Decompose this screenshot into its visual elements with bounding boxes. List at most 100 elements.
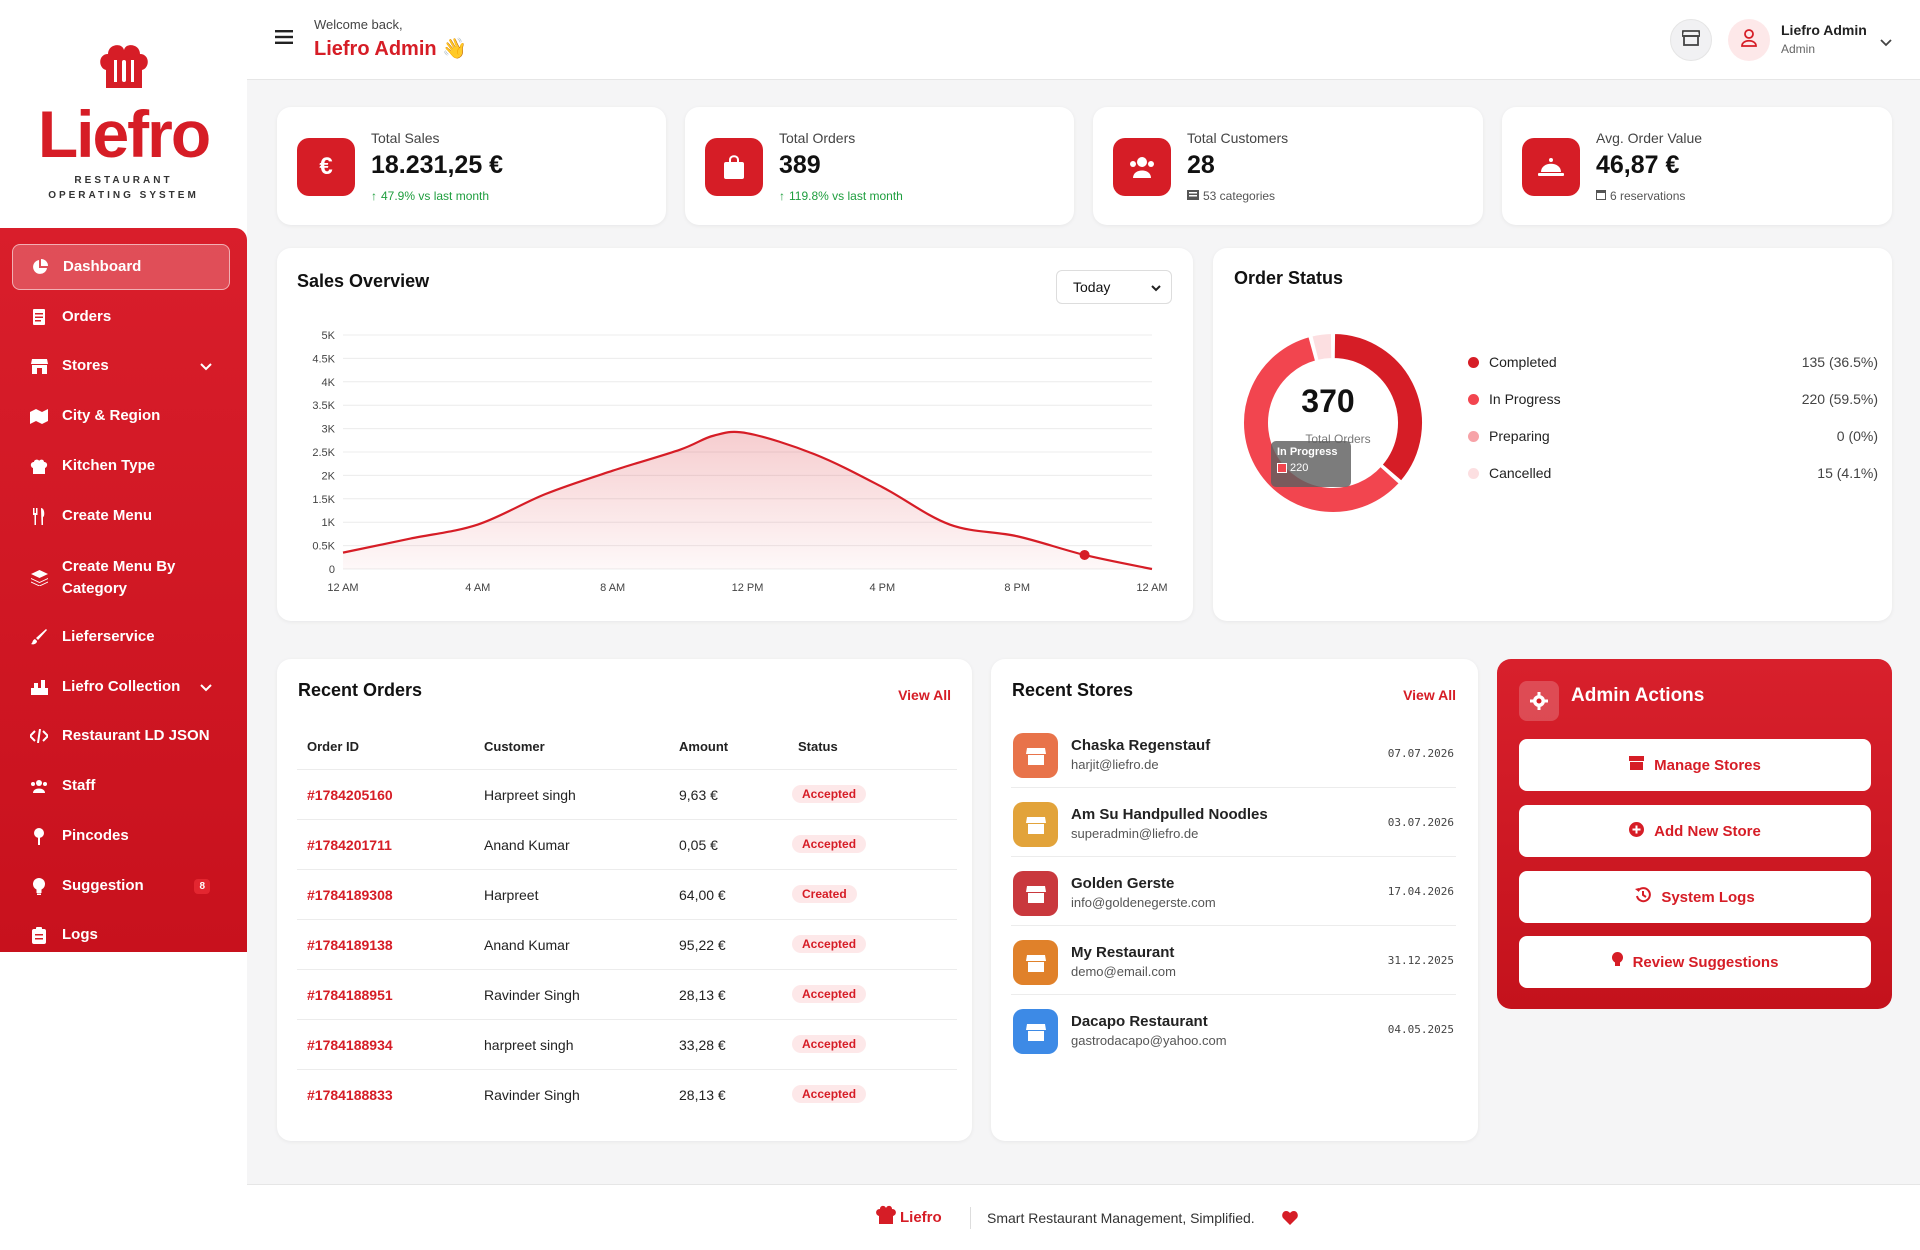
status-badge: Accepted xyxy=(792,835,867,853)
store-icon xyxy=(1013,1009,1058,1054)
code-icon xyxy=(28,729,50,743)
stat-title: Avg. Order Value xyxy=(1596,130,1703,146)
sales-overview-title: Sales Overview xyxy=(297,271,430,291)
legend-label: Cancelled xyxy=(1489,465,1552,481)
stat-value: 18.231,25 € xyxy=(371,151,504,179)
amount-cell: 64,00 € xyxy=(679,887,726,903)
bulb-icon xyxy=(1611,952,1623,972)
order-id-link[interactable]: #1784205160 xyxy=(307,787,393,803)
sidebar-item-lieferservice[interactable]: Lieferservice xyxy=(12,614,230,660)
sales-overview-card: Sales Overview Today 0 0.5K 1K 1.5K 2K 2.5K 3K… xyxy=(277,248,1193,621)
chevron-down-icon[interactable] xyxy=(200,679,212,696)
list-item[interactable]: My Restaurant demo@email.com 31.12.2025 xyxy=(1011,926,1456,995)
x-tick-label: 12 AM xyxy=(327,582,358,594)
welcome-text: Welcome back, xyxy=(314,17,403,32)
status-badge: Accepted xyxy=(792,985,867,1003)
users-icon xyxy=(1113,138,1171,196)
sidebar-item-restaurant-ld-json[interactable]: Restaurant LD JSON xyxy=(12,713,230,759)
store-email: harjit@liefro.de xyxy=(1071,757,1159,772)
list-item[interactable]: Golden Gerste info@goldenegerste.com 17.… xyxy=(1011,857,1456,926)
list-item[interactable]: Chaska Regenstauf harjit@liefro.de 07.07… xyxy=(1011,719,1456,788)
list-item[interactable]: Am Su Handpulled Noodles superadmin@lief… xyxy=(1011,788,1456,857)
y-tick-label: 0.5K xyxy=(312,541,335,553)
sidebar-item-label: Kitchen Type xyxy=(62,457,156,474)
table-row[interactable]: #1784188934 harpreet singh 33,28 € Accepted xyxy=(297,1019,957,1069)
table-row[interactable]: #1784188951 Ravinder Singh 28,13 € Accepted xyxy=(297,969,957,1019)
sidebar: Liefro RESTAURANT OPERATING SYSTEM Dashb… xyxy=(0,0,247,1250)
user-name[interactable]: Liefro Admin xyxy=(1781,22,1867,38)
order-id-link[interactable]: #1784189138 xyxy=(307,937,393,953)
brand-name: Liefro xyxy=(37,97,211,171)
stat-card-total-sales: € Total Sales 18.231,25 € ↑ 47.9% vs last… xyxy=(277,107,666,225)
brand-logo[interactable]: Liefro RESTAURANT OPERATING SYSTEM xyxy=(0,0,247,228)
arrow-up-icon: ↑ xyxy=(779,189,785,203)
clipboard-icon xyxy=(28,926,50,944)
sidebar-item-stores[interactable]: Stores xyxy=(12,343,230,389)
order-id-link[interactable]: #1784201711 xyxy=(307,837,392,853)
column-header: Status xyxy=(798,739,838,754)
bag-icon xyxy=(705,138,763,196)
sidebar-item-city-region[interactable]: City & Region xyxy=(12,393,230,439)
donut-total: 370 xyxy=(1301,383,1355,419)
donut-slice[interactable] xyxy=(1310,331,1334,363)
chevron-down-icon[interactable] xyxy=(1880,34,1892,51)
legend-value: 0 (0%) xyxy=(1836,428,1878,444)
sidebar-item-kitchen-type[interactable]: Kitchen Type xyxy=(12,443,230,489)
y-tick-label: 0 xyxy=(329,564,335,576)
status-badge: Accepted xyxy=(792,1035,867,1053)
add-new-store-button[interactable]: Add New Store xyxy=(1519,805,1871,857)
table-row[interactable]: #1784201711 Anand Kumar 0,05 € Accepted xyxy=(297,819,957,869)
recent-stores-title: Recent Stores xyxy=(1012,680,1134,700)
avatar[interactable] xyxy=(1728,19,1770,61)
sidebar-item-dashboard[interactable]: Dashboard xyxy=(12,244,230,290)
order-id-link[interactable]: #1784188833 xyxy=(307,1087,393,1103)
menu-toggle-icon[interactable] xyxy=(275,30,293,48)
chevron-down-icon[interactable] xyxy=(200,358,212,375)
view-all-orders-link[interactable]: View All xyxy=(898,687,951,703)
recent-orders-title: Recent Orders xyxy=(298,680,423,700)
order-id-link[interactable]: #1784188934 xyxy=(307,1037,393,1053)
y-tick-label: 4K xyxy=(322,377,336,389)
map-icon xyxy=(28,408,50,424)
pin-icon xyxy=(28,827,50,845)
legend-value: 135 (36.5%) xyxy=(1801,354,1878,370)
table-row[interactable]: #1784205160 Harpreet singh 9,63 € Accepted xyxy=(297,769,957,819)
sidebar-item-label: Create Menu xyxy=(62,507,153,524)
user-role: Admin xyxy=(1781,42,1816,56)
view-all-stores-link[interactable]: View All xyxy=(1403,687,1456,703)
store-date: 07.07.2026 xyxy=(1387,747,1454,760)
sidebar-item-logs[interactable]: Logs xyxy=(12,912,230,952)
table-row[interactable]: #1784189308 Harpreet 64,00 € Created xyxy=(297,869,957,919)
sidebar-item-pincodes[interactable]: Pincodes xyxy=(12,813,230,859)
store-date: 04.05.2025 xyxy=(1387,1023,1454,1036)
sidebar-item-suggestion[interactable]: Suggestion 8 xyxy=(12,863,230,909)
store-email: info@goldenegerste.com xyxy=(1071,895,1216,910)
manage-stores-button[interactable]: Manage Stores xyxy=(1519,739,1871,791)
amount-cell: 28,13 € xyxy=(679,987,726,1003)
sidebar-item-create-menu[interactable]: Create Menu xyxy=(12,493,230,539)
store-switch-button[interactable] xyxy=(1670,19,1712,61)
sidebar-item-liefro-collection[interactable]: Liefro Collection xyxy=(12,664,230,710)
table-row[interactable]: #1784188833 Ravinder Singh 28,13 € Accepted xyxy=(297,1069,957,1119)
sidebar-item-staff[interactable]: Staff xyxy=(12,763,230,809)
list-item[interactable]: Dacapo Restaurant gastrodacapo@yahoo.com… xyxy=(1011,995,1456,1064)
table-row[interactable]: #1784189138 Anand Kumar 95,22 € Accepted xyxy=(297,919,957,969)
store-email: demo@email.com xyxy=(1071,964,1176,979)
stat-value: 389 xyxy=(779,151,821,179)
order-status-title: Order Status xyxy=(1234,268,1344,288)
amount-cell: 0,05 € xyxy=(679,837,718,853)
x-tick-label: 12 AM xyxy=(1136,582,1167,594)
legend-label: Completed xyxy=(1489,354,1557,370)
color-swatch-icon xyxy=(1277,463,1287,473)
sidebar-item-create-menu-by-category[interactable]: Create Menu By Category xyxy=(12,550,230,606)
calendar-icon xyxy=(1596,189,1606,203)
legend-label: Preparing xyxy=(1489,428,1550,444)
sidebar-item-orders[interactable]: Orders xyxy=(12,294,230,340)
donut-slice[interactable] xyxy=(1332,331,1424,484)
order-id-link[interactable]: #1784188951 xyxy=(307,987,393,1003)
period-select[interactable]: Today xyxy=(1056,270,1172,304)
review-suggestions-button[interactable]: Review Suggestions xyxy=(1519,936,1871,988)
system-logs-button[interactable]: System Logs xyxy=(1519,871,1871,923)
order-id-link[interactable]: #1784189308 xyxy=(307,887,393,903)
cloche-icon xyxy=(1522,138,1580,196)
